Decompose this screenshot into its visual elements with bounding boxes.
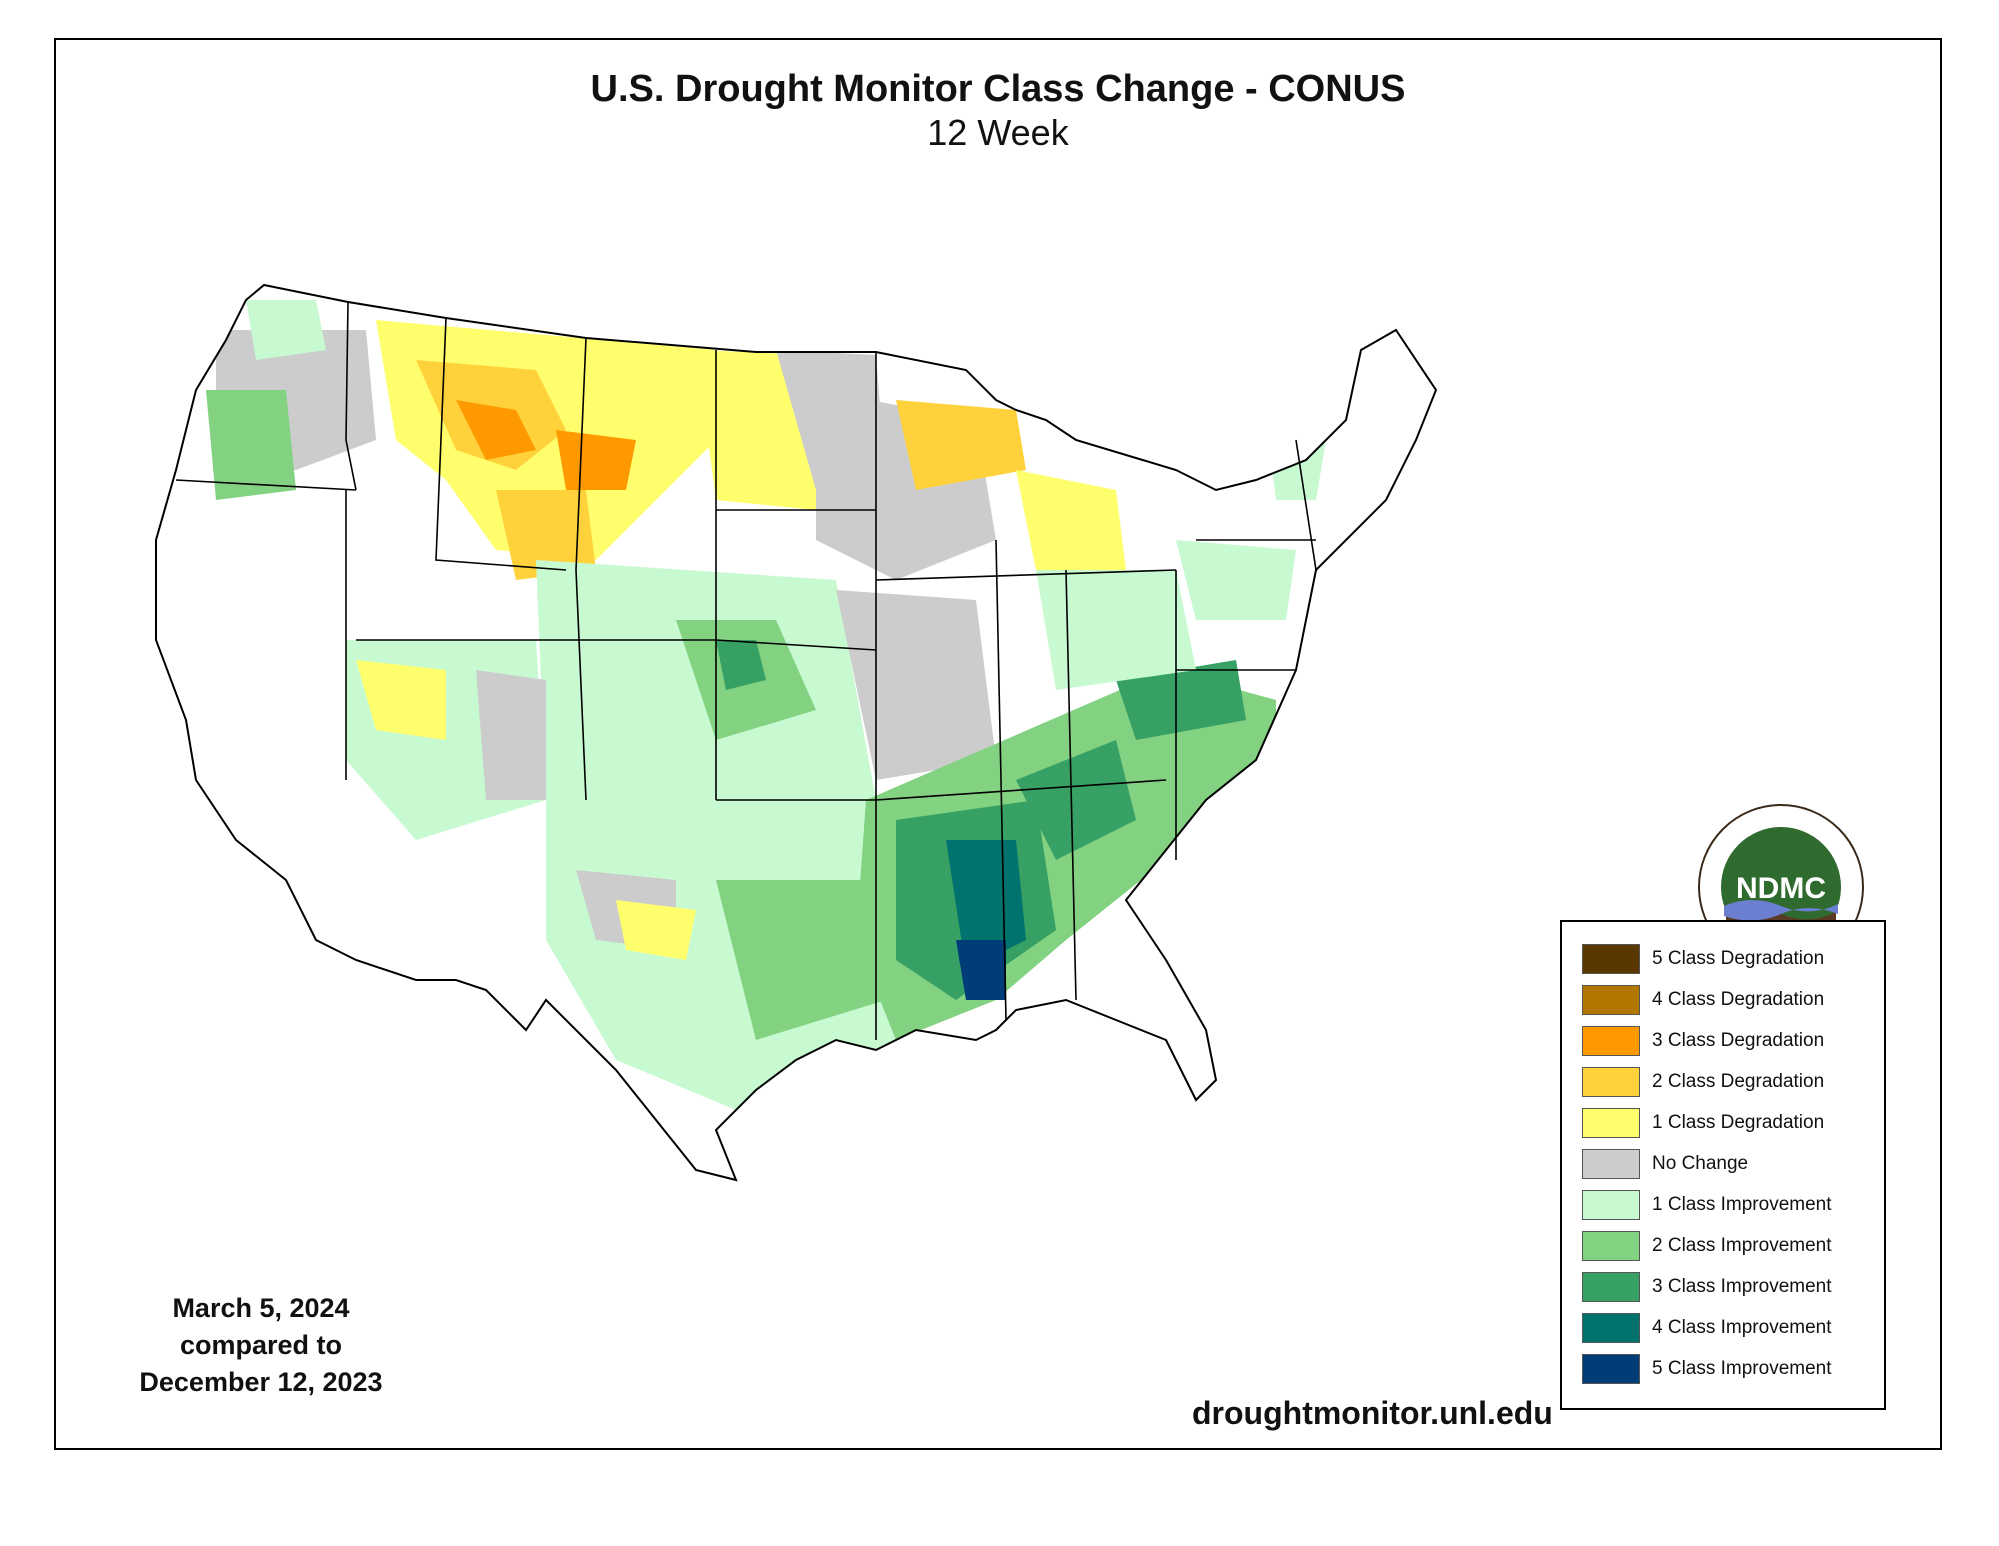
legend-item: 2 Class Degradation bbox=[1582, 1067, 1824, 1097]
legend-label: 3 Class Degradation bbox=[1652, 1030, 1825, 1051]
comparison-dates: March 5, 2024 compared to December 12, 2… bbox=[96, 1290, 426, 1401]
legend-label: 4 Class Improvement bbox=[1652, 1317, 1832, 1338]
legend-swatch bbox=[1582, 1190, 1640, 1220]
legend-item: 1 Class Improvement bbox=[1582, 1190, 1832, 1220]
legend-item: 3 Class Improvement bbox=[1582, 1272, 1832, 1302]
legend-item: 5 Class Degradation bbox=[1582, 944, 1824, 974]
legend-label: 1 Class Degradation bbox=[1652, 1112, 1825, 1133]
legend-item: 3 Class Degradation bbox=[1582, 1026, 1824, 1056]
legend-label: 1 Class Improvement bbox=[1652, 1194, 1832, 1215]
legend-label: 5 Class Improvement bbox=[1652, 1358, 1832, 1379]
legend-item: No Change bbox=[1582, 1149, 1748, 1179]
legend-swatch bbox=[1582, 1231, 1640, 1261]
logo-acronym: NDMC bbox=[1736, 872, 1826, 905]
legend-item: 5 Class Improvement bbox=[1582, 1354, 1832, 1384]
map-frame: U.S. Drought Monitor Class Change - CONU… bbox=[54, 38, 1942, 1450]
date-baseline: December 12, 2023 bbox=[139, 1367, 383, 1397]
conus-map bbox=[155, 283, 1438, 1182]
legend-swatch bbox=[1582, 1067, 1640, 1097]
legend-label: 2 Class Improvement bbox=[1652, 1235, 1832, 1256]
date-compared-to: compared to bbox=[179, 1330, 343, 1360]
legend-swatch bbox=[1582, 1108, 1640, 1138]
legend-swatch bbox=[1582, 985, 1640, 1015]
legend-swatch bbox=[1582, 944, 1640, 974]
legend-swatch bbox=[1582, 1149, 1640, 1179]
legend-label: 5 Class Degradation bbox=[1652, 948, 1825, 969]
date-current: March 5, 2024 bbox=[172, 1293, 350, 1323]
legend-swatch bbox=[1582, 1272, 1640, 1302]
legend: 5 Class Degradation 4 Class Degradation 3 … bbox=[1560, 920, 1886, 1410]
legend-item: 1 Class Degradation bbox=[1582, 1108, 1824, 1138]
legend-label: No Change bbox=[1652, 1153, 1749, 1174]
legend-label: 2 Class Degradation bbox=[1652, 1071, 1825, 1092]
source-url[interactable]: droughtmonitor.unl.edu bbox=[1192, 1395, 1553, 1431]
legend-label: 4 Class Degradation bbox=[1652, 989, 1825, 1010]
legend-label: 3 Class Improvement bbox=[1652, 1276, 1832, 1297]
legend-swatch bbox=[1582, 1354, 1640, 1384]
legend-item: 4 Class Degradation bbox=[1582, 985, 1824, 1015]
map-subtitle: 12 Week bbox=[927, 112, 1069, 153]
map-title: U.S. Drought Monitor Class Change - CONU… bbox=[590, 68, 1406, 110]
legend-swatch bbox=[1582, 1026, 1640, 1056]
legend-swatch bbox=[1582, 1313, 1640, 1343]
legend-item: 4 Class Improvement bbox=[1582, 1313, 1832, 1343]
legend-item: 2 Class Improvement bbox=[1582, 1231, 1832, 1261]
